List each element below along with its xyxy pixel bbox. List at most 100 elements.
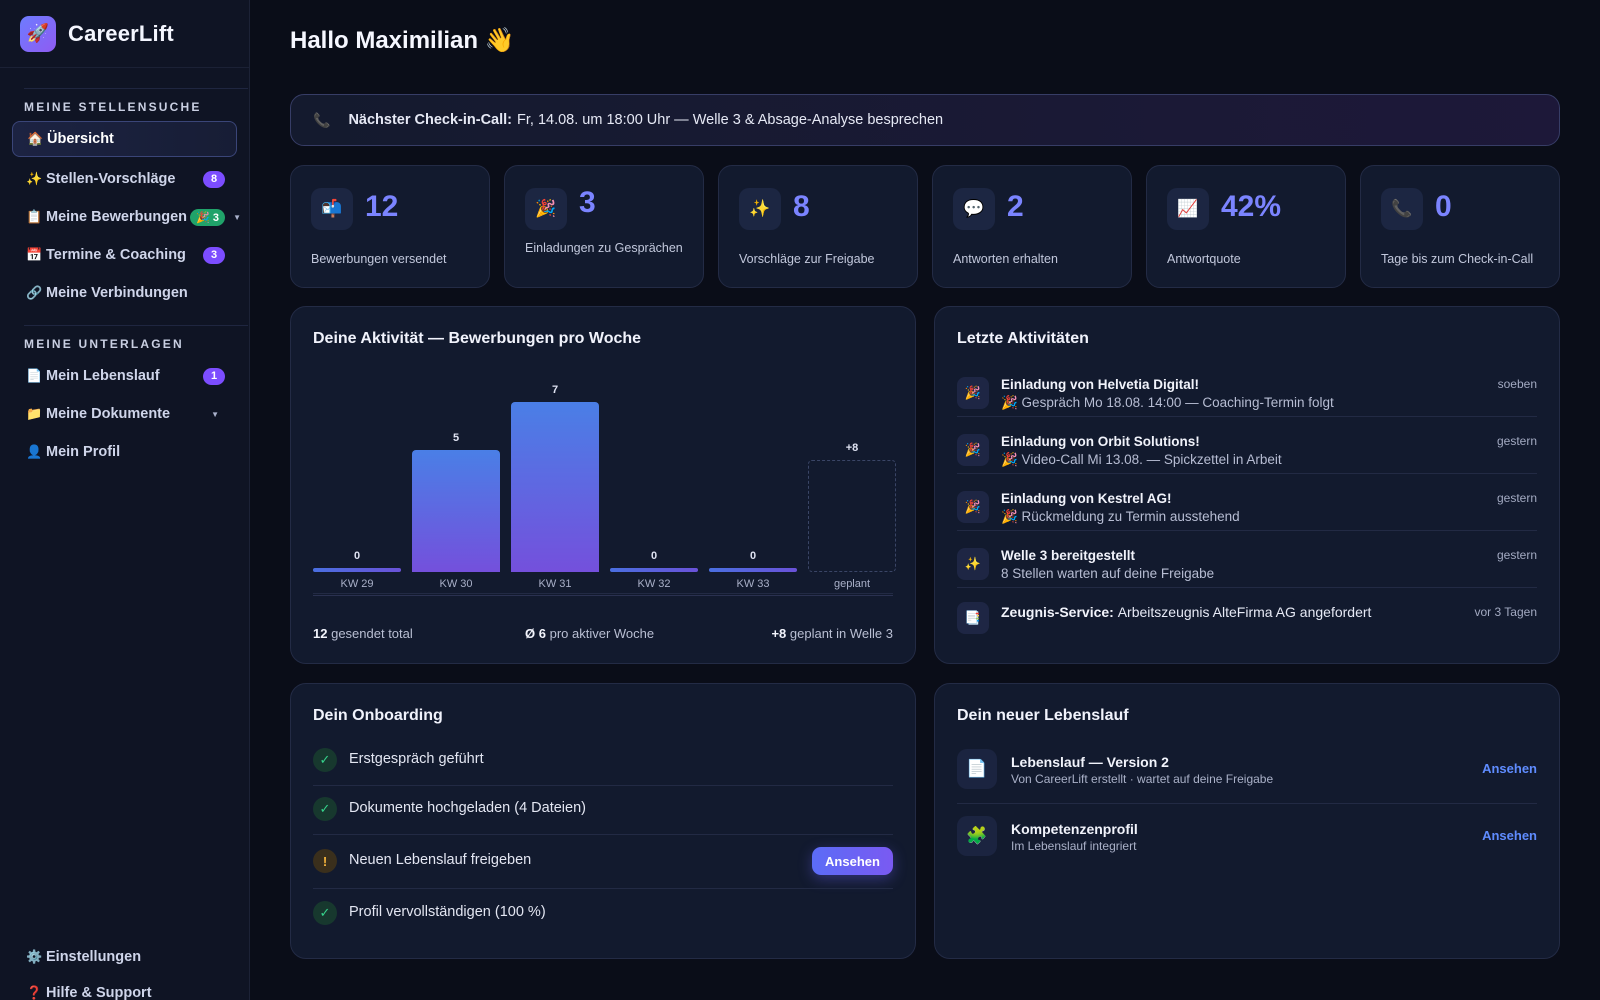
recent-activities-card: Letzte Aktivitäten 🎉 Einladung von Helve… bbox=[934, 306, 1560, 664]
stat-card-responses[interactable]: 💬 2 Antworten erhalten bbox=[932, 165, 1132, 288]
rocket-icon: 🚀 bbox=[20, 15, 56, 52]
sidebar-item-profile[interactable]: 👤 Mein Profil bbox=[12, 434, 237, 470]
stat-label: Antwortquote bbox=[1167, 252, 1241, 266]
count-badge: 3 bbox=[203, 246, 225, 264]
party-icon: 🎉 bbox=[957, 377, 989, 409]
activity-title: Einladung von Helvetia Digital! bbox=[1001, 377, 1200, 392]
folder-icon: 📁 bbox=[26, 406, 43, 421]
invitation-badge: 🎉 3 bbox=[190, 208, 225, 226]
resume-item: 📄 Lebenslauf — Version 2 Von CareerLift … bbox=[957, 749, 1537, 791]
stat-card-response-rate[interactable]: 📈 42% Antwortquote bbox=[1146, 165, 1346, 288]
onboarding-label: Profil vervollständigen (100 %) bbox=[349, 904, 546, 920]
divider bbox=[313, 888, 893, 889]
activity-title: Zeugnis-Service: Arbeitszeugnis AlteFirm… bbox=[1001, 604, 1371, 620]
view-resume-button[interactable]: Ansehen bbox=[812, 847, 893, 875]
activity-item[interactable]: 📑 Zeugnis-Service: Arbeitszeugnis AlteFi… bbox=[957, 599, 1537, 655]
sidebar-item-resume[interactable]: 📄 Mein Lebenslauf 1 bbox=[12, 358, 237, 394]
chart-value-label: 0 bbox=[650, 550, 658, 562]
sidebar-item-job-suggestions[interactable]: ✨ Stellen-Vorschläge 8 bbox=[12, 161, 237, 197]
sidebar-item-documents[interactable]: 📁 Meine Dokumente ▼ bbox=[12, 396, 237, 432]
brand-name: CareerLift bbox=[68, 20, 174, 46]
sidebar-item-overview[interactable]: 🏠 Übersicht bbox=[12, 121, 237, 157]
brand[interactable]: 🚀 CareerLift bbox=[0, 0, 249, 68]
onboarding-item: ✓ Erstgespräch geführt bbox=[313, 748, 893, 772]
stat-value: 0 bbox=[1435, 190, 1452, 223]
chart-value-label: 0 bbox=[353, 550, 361, 562]
chart-footer-average: Ø 6 pro aktiver Woche bbox=[525, 626, 654, 641]
onboarding-label: Dokumente hochgeladen (4 Dateien) bbox=[349, 800, 586, 816]
chart-bar bbox=[412, 450, 500, 572]
activity-item[interactable]: ✨ Welle 3 bereitgestellt 8 Stellen warte… bbox=[957, 542, 1537, 598]
stat-card-suggestions[interactable]: ✨ 8 Vorschläge zur Freigabe bbox=[718, 165, 918, 288]
speech-bubble-icon: 💬 bbox=[953, 188, 995, 230]
sidebar-item-appointments[interactable]: 📅 Termine & Coaching 3 bbox=[12, 237, 237, 273]
chart-category-label: KW 32 bbox=[637, 578, 671, 590]
sidebar-item-label: Termine & Coaching bbox=[46, 247, 186, 263]
section-heading-search: MEINE STELLENSUCHE bbox=[24, 100, 202, 114]
card-title: Deine Aktivität — Bewerbungen pro Woche bbox=[313, 330, 642, 347]
divider bbox=[957, 803, 1537, 804]
activity-time: vor 3 Tagen bbox=[1474, 605, 1538, 619]
divider bbox=[957, 416, 1537, 417]
activity-title: Einladung von Kestrel AG! bbox=[1001, 491, 1172, 506]
resume-item-subtitle: Im Lebenslauf integriert bbox=[1011, 839, 1137, 853]
view-competency-link[interactable]: Ansehen bbox=[1482, 828, 1537, 843]
help-icon: ❓ bbox=[26, 985, 43, 1000]
footer-value: 12 bbox=[313, 626, 328, 641]
user-icon: 👤 bbox=[26, 444, 43, 459]
check-icon: ✓ bbox=[313, 748, 337, 772]
sidebar: 🚀 CareerLift MEINE STELLENSUCHE 🏠 Übersi… bbox=[0, 0, 250, 1000]
onboarding-card: Dein Onboarding ✓ Erstgespräch geführt ✓… bbox=[290, 683, 916, 959]
chart-bar-planned bbox=[808, 460, 896, 572]
activity-chart-card: Deine Aktivität — Bewerbungen pro Woche … bbox=[290, 306, 916, 664]
party-icon: 🎉 bbox=[957, 434, 989, 466]
chevron-down-icon[interactable]: ▼ bbox=[211, 409, 219, 419]
onboarding-item: ! Neuen Lebenslauf freigeben bbox=[313, 849, 893, 873]
stat-card-invitations[interactable]: 🎉 3 Einladungen zu Gesprächen bbox=[504, 165, 704, 288]
chart-divider bbox=[313, 595, 893, 596]
call-text: Fr, 14.08. um 18:00 Uhr — Welle 3 & Absa… bbox=[517, 112, 944, 128]
card-title: Letzte Aktivitäten bbox=[957, 330, 1089, 347]
chart-bar bbox=[709, 568, 797, 572]
section-heading-documents: MEINE UNTERLAGEN bbox=[24, 337, 184, 351]
stat-label: Tage bis zum Check-in-Call bbox=[1381, 252, 1534, 266]
view-resume-link[interactable]: Ansehen bbox=[1482, 761, 1537, 776]
chart-value-label: 5 bbox=[452, 432, 460, 444]
divider bbox=[957, 587, 1537, 588]
sparkles-icon: ✨ bbox=[739, 188, 781, 230]
stat-card-applications[interactable]: 📬 12 Bewerbungen versendet bbox=[290, 165, 490, 288]
chart-axis-line bbox=[313, 593, 893, 594]
sidebar-item-label: Einstellungen bbox=[46, 949, 142, 965]
onboarding-label: Erstgespräch geführt bbox=[349, 751, 484, 767]
activity-title-rest: Arbeitszeugnis AlteFirma AG angefordert bbox=[1117, 604, 1372, 620]
document-icon: 📄 bbox=[957, 749, 997, 789]
sidebar-item-settings[interactable]: ⚙️ Einstellungen bbox=[12, 939, 237, 975]
next-call-banner[interactable]: 📞 Nächster Check-in-Call: Fr, 14.08. um … bbox=[290, 94, 1560, 146]
onboarding-item: ✓ Profil vervollständigen (100 %) bbox=[313, 901, 893, 925]
document-icon: 📄 bbox=[26, 368, 43, 383]
chart-bar bbox=[610, 568, 698, 572]
activity-title: Einladung von Orbit Solutions! bbox=[1001, 434, 1200, 449]
sidebar-item-connections[interactable]: 🔗 Meine Verbindungen bbox=[12, 275, 237, 311]
chart-category-label: KW 33 bbox=[736, 578, 770, 590]
chevron-down-icon[interactable]: ▼ bbox=[233, 212, 241, 222]
call-label: Nächster Check-in-Call: bbox=[348, 112, 513, 128]
activity-item[interactable]: 🎉 Einladung von Orbit Solutions! 🎉 Video… bbox=[957, 428, 1537, 484]
footer-text: pro aktiver Woche bbox=[549, 626, 655, 641]
mailbox-icon: 📬 bbox=[311, 188, 353, 230]
new-resume-card: Dein neuer Lebenslauf 📄 Lebenslauf — Ver… bbox=[934, 683, 1560, 959]
stat-label: Einladungen zu Gesprächen bbox=[525, 241, 683, 255]
activity-title: Welle 3 bereitgestellt bbox=[1001, 548, 1136, 563]
stat-card-days-to-call[interactable]: 📞 0 Tage bis zum Check-in-Call bbox=[1360, 165, 1560, 288]
sidebar-item-label: Meine Dokumente bbox=[46, 406, 171, 422]
stat-label: Bewerbungen versendet bbox=[311, 252, 447, 266]
sidebar-item-applications[interactable]: 📋 Meine Bewerbungen 🎉 3 ▼ bbox=[12, 199, 241, 235]
count-badge: 8 bbox=[203, 170, 225, 188]
sidebar-item-label: Übersicht bbox=[47, 131, 114, 147]
sidebar-item-help[interactable]: ❓ Hilfe & Support bbox=[12, 975, 237, 1000]
activity-item[interactable]: 🎉 Einladung von Helvetia Digital! 🎉 Gesp… bbox=[957, 371, 1537, 427]
activity-item[interactable]: 🎉 Einladung von Kestrel AG! 🎉 Rückmeldun… bbox=[957, 485, 1537, 541]
divider bbox=[957, 530, 1537, 531]
footer-value: Ø 6 bbox=[525, 626, 546, 641]
sidebar-item-label: Meine Bewerbungen bbox=[46, 209, 187, 225]
